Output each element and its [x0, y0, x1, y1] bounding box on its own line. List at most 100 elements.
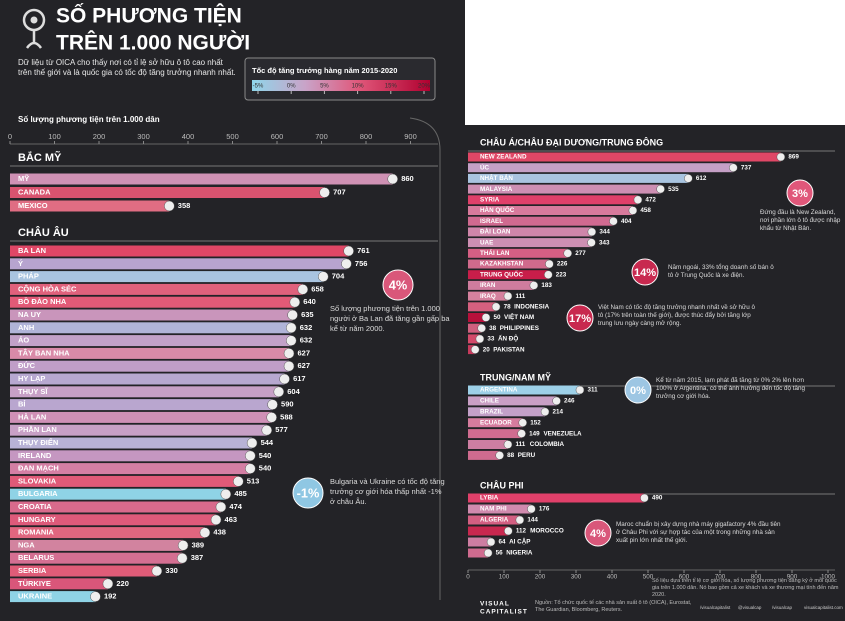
bar [10, 245, 349, 257]
category-label: BRAZIL [480, 408, 503, 415]
social-handle: @visualcap [738, 605, 762, 610]
callout-label: -1% [297, 485, 320, 500]
value-label: 358 [178, 201, 191, 210]
value-label: 192 [104, 592, 117, 601]
x-tick-label: 100 [48, 132, 61, 141]
category-label: IRAN [480, 282, 496, 289]
bar [468, 195, 638, 205]
bar [468, 418, 523, 428]
brand: VISUAL [480, 601, 510, 608]
category-label: BELARUS [18, 553, 54, 562]
flag [283, 360, 295, 372]
category-label: ARGENTINA [480, 387, 518, 394]
value-label: 756 [355, 259, 368, 268]
category-label: HÀ LAN [18, 412, 46, 421]
legend-title: Tốc độ tăng trưởng hàng năm 2015-2020 [252, 66, 397, 75]
bar [10, 424, 267, 436]
category-label: AI CẬP [509, 537, 530, 546]
category-label: ẤN ĐỘ [498, 333, 518, 343]
value-label: 707 [333, 187, 346, 196]
bar [468, 429, 522, 439]
category-label: PHẦN LAN [18, 424, 57, 434]
category-label: TÂY BAN NHA [18, 348, 70, 357]
footnote: Số liệu dựa trên tỉ lệ cơ giới hóa, số l… [652, 578, 839, 599]
category-label: INDONESIA [514, 303, 549, 310]
category-label: SERBIA [18, 566, 47, 575]
x-tick-label: 300 [137, 132, 150, 141]
group-title: CHÂU Á/CHÂU ĐẠI DƯƠNG/TRUNG ĐÔNG [480, 136, 663, 147]
x-tick-label: 900 [787, 574, 798, 581]
category-label: MỸ [18, 174, 29, 183]
flag [177, 540, 189, 551]
callout-label: 14% [634, 267, 656, 279]
bar [468, 493, 645, 503]
value-label: 463 [225, 515, 238, 524]
flag [151, 565, 163, 577]
bar [10, 309, 293, 321]
value-label: 535 [668, 186, 679, 193]
flag [628, 206, 638, 215]
bar [10, 501, 221, 513]
category-label: NIGERIA [506, 550, 533, 557]
category-label: HY LẠP [18, 374, 45, 383]
flag [656, 184, 665, 194]
flag [503, 291, 513, 301]
callout-circle [624, 376, 652, 404]
value-label: 88 [507, 452, 515, 459]
flag [287, 309, 298, 321]
bar [10, 373, 285, 385]
category-label: UKRAINE [18, 592, 52, 601]
flag [517, 429, 526, 438]
category-label: ECUADOR [480, 419, 512, 426]
category-label: MEXICO [18, 201, 48, 210]
callout-text: Đứng đầu là New Zealand, nơi phần lớn ô … [760, 209, 841, 233]
bar [10, 296, 295, 308]
bar [468, 259, 550, 269]
category-label: ĐAN MẠCH [18, 464, 59, 473]
bar [468, 291, 508, 301]
x-tick-label: 0 [466, 574, 470, 581]
flag [164, 200, 175, 212]
category-label: BA LAN [18, 246, 46, 255]
bar [468, 184, 661, 194]
callout-label: 4% [389, 277, 407, 292]
value-label: 152 [530, 419, 541, 426]
category-label: NGA [18, 540, 35, 549]
callout-circle [382, 269, 414, 301]
category-label: PHILIPPINES [500, 325, 539, 332]
bar [468, 313, 486, 322]
value-label: 387 [191, 553, 204, 562]
value-label: 588 [280, 412, 293, 421]
bar [10, 283, 303, 295]
category-label: PAKISTAN [493, 346, 525, 353]
category-label: PERU [518, 452, 536, 459]
value-label: 38 [489, 325, 497, 332]
bar [10, 565, 157, 577]
bar [10, 258, 347, 270]
value-label: 458 [640, 207, 651, 214]
category-label: NEW ZEALAND [480, 154, 527, 161]
flag [246, 437, 258, 449]
flag [587, 238, 596, 247]
decor-arc [409, 117, 441, 600]
bar [468, 334, 480, 344]
bar [10, 488, 226, 500]
flag [285, 335, 297, 346]
bar [10, 411, 272, 423]
legend-gradient [252, 80, 430, 91]
callout-circle [631, 258, 659, 286]
flag [477, 323, 486, 333]
value-label: 590 [281, 400, 294, 409]
flag [518, 418, 527, 427]
flag [261, 424, 273, 436]
category-label: IRAQ [480, 293, 496, 300]
group-title: CHÂU ÂU [18, 226, 69, 239]
value-label: 612 [696, 175, 707, 182]
flag [387, 173, 398, 185]
flag [575, 385, 585, 395]
title: SỐ PHƯƠNG TIỆN [56, 4, 242, 28]
flag [491, 302, 501, 312]
flag [587, 227, 597, 237]
value-label: 632 [300, 323, 313, 332]
